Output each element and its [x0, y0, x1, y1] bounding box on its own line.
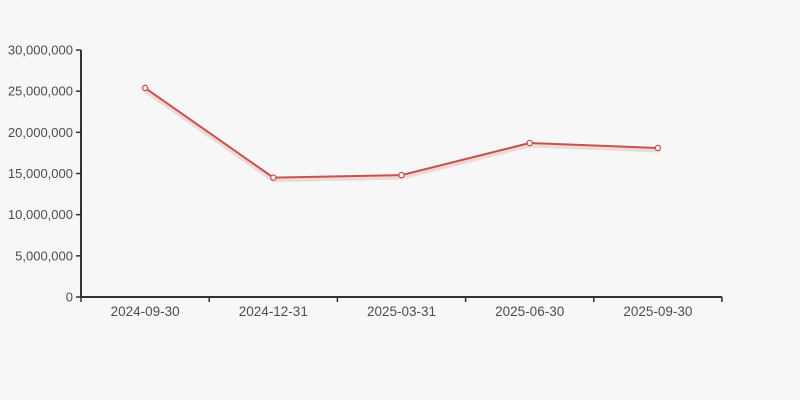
- data-point-marker[interactable]: [526, 139, 533, 147]
- y-axis-tick-label: 15,000,000: [8, 166, 73, 181]
- series-line-group: [141, 84, 662, 183]
- series-line-shadow: [142, 87, 661, 183]
- data-point-marker[interactable]: [398, 171, 405, 179]
- y-axis-tick-label: 10,000,000: [8, 207, 73, 222]
- x-axis-tick-label: 2025-03-31: [367, 304, 436, 319]
- data-point-marker[interactable]: [654, 144, 662, 152]
- y-axis-tick-label: 5,000,000: [15, 248, 73, 263]
- y-axis-tick-label: 0: [66, 290, 73, 305]
- x-axis-tick-label: 2024-09-30: [111, 304, 180, 319]
- series-line: [144, 86, 659, 179]
- y-axis-tick-label: 20,000,000: [8, 125, 73, 140]
- x-axis-tick-label: 2025-06-30: [495, 304, 564, 319]
- data-point-marker[interactable]: [141, 84, 149, 92]
- x-axis-tick-label: 2024-12-31: [239, 304, 308, 319]
- axes: 0 5,000,000 10,000,000 15,000,000 20,000,000…: [8, 43, 723, 319]
- y-axis-tick-label: 25,000,000: [8, 84, 73, 99]
- data-point-marker[interactable]: [270, 174, 277, 181]
- x-axis-tick-label: 2025-09-30: [623, 304, 692, 319]
- y-axis-tick-label: 30,000,000: [8, 43, 73, 58]
